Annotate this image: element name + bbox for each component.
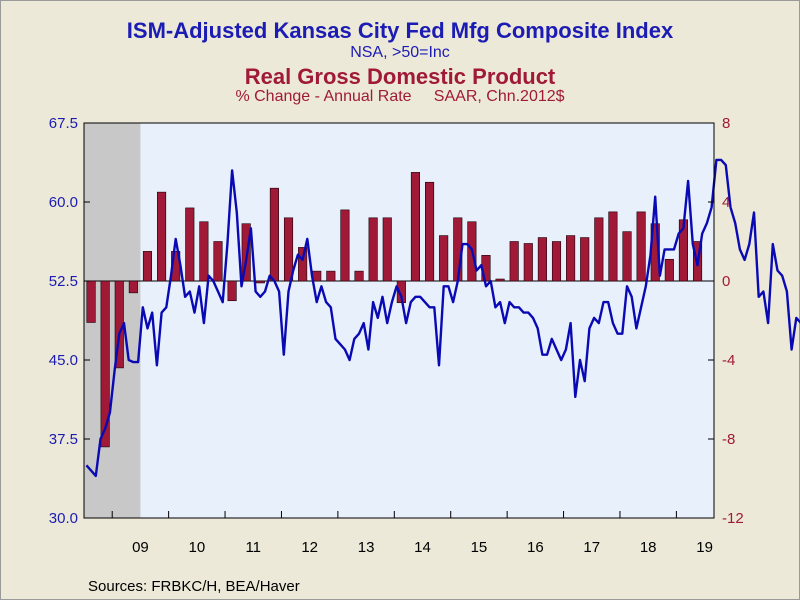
source-note: Sources: FRBKC/H, BEA/Haver	[88, 578, 300, 595]
x-axis-tick-label: 15	[471, 539, 488, 556]
gdp-bar	[622, 231, 632, 282]
left-axis-tick-label: 45.0	[49, 352, 78, 369]
gdp-bar	[86, 280, 96, 323]
gdp-bar	[664, 258, 674, 282]
gdp-bar	[509, 241, 519, 282]
right-axis-tick-label: 8	[722, 115, 730, 132]
bar-series	[86, 172, 703, 448]
gdp-bar	[128, 280, 138, 294]
left-axis-tick-label: 52.5	[49, 273, 78, 290]
gdp-bar	[594, 217, 604, 282]
gdp-bar	[495, 278, 505, 282]
left-axis-tick-label: 60.0	[49, 194, 78, 211]
x-axis-tick-label: 13	[358, 539, 375, 556]
gdp-bar	[354, 270, 364, 282]
gdp-bar	[199, 221, 209, 282]
x-axis-tick-label: 19	[696, 539, 713, 556]
plot-border	[83, 122, 715, 519]
right-axis: -12 -8 -4 0 4 8	[708, 115, 744, 527]
gdp-bar	[269, 187, 279, 282]
gdp-bar	[580, 237, 590, 282]
x-axis-tick-label: 14	[414, 539, 431, 556]
gdp-bar	[213, 241, 223, 282]
bar-series-subtitle: % Change - Annual Rate SAAR, Chn.2012$	[235, 88, 565, 105]
left-axis-tick-label: 37.5	[49, 431, 78, 448]
gdp-bar	[537, 237, 547, 282]
gdp-bar	[410, 172, 421, 282]
gdp-bar	[326, 270, 336, 282]
left-axis-tick-label: 67.5	[49, 115, 78, 132]
right-axis-tick-label: -12	[722, 510, 744, 527]
line-series-subtitle: NSA, >50=Inc	[350, 44, 450, 61]
bar-series-title: Real Gross Domestic Product	[244, 64, 556, 89]
gdp-bar	[157, 191, 167, 282]
gdp-bar	[255, 280, 265, 284]
x-axis-tick-label: 11	[245, 539, 261, 556]
gdp-bar	[227, 280, 237, 302]
x-axis: 09 10 11 12 13 14 15 16 17 18 19	[111, 511, 713, 556]
gdp-bar	[185, 207, 195, 282]
gdp-bar	[439, 235, 449, 282]
gdp-bar	[298, 247, 308, 282]
gdp-bar	[142, 251, 153, 282]
gdp-bar	[551, 241, 562, 282]
right-axis-tick-label: 4	[722, 194, 730, 211]
right-axis-tick-label: 0	[722, 273, 730, 290]
gdp-bar	[368, 217, 378, 282]
left-axis-tick-label: 30.0	[49, 510, 78, 527]
right-axis-tick-label: -8	[722, 431, 735, 448]
gdp-bar	[636, 211, 646, 282]
x-axis-tick-label: 16	[527, 539, 544, 556]
x-axis-tick-label: 17	[583, 539, 600, 556]
gdp-bar	[382, 217, 392, 282]
x-axis-tick-label: 18	[640, 539, 657, 556]
x-axis-tick-label: 10	[188, 539, 205, 556]
gdp-bar	[425, 181, 435, 282]
gdp-bar	[283, 217, 294, 282]
left-axis: 30.0 37.5 45.0 52.5 60.0 67.5	[49, 115, 90, 527]
gdp-bar	[608, 211, 618, 282]
gdp-bar	[523, 243, 533, 282]
line-series-title: ISM-Adjusted Kansas City Fed Mfg Composi…	[126, 18, 674, 43]
gdp-bar	[566, 235, 576, 282]
right-axis-tick-label: -4	[722, 352, 735, 369]
gdp-bar	[340, 209, 350, 282]
kc-fed-index-line	[85, 158, 800, 478]
x-axis-tick-label: 09	[132, 539, 149, 556]
x-axis-tick-label: 12	[301, 539, 318, 556]
gdp-bar	[100, 280, 110, 448]
plot-area	[84, 123, 714, 518]
